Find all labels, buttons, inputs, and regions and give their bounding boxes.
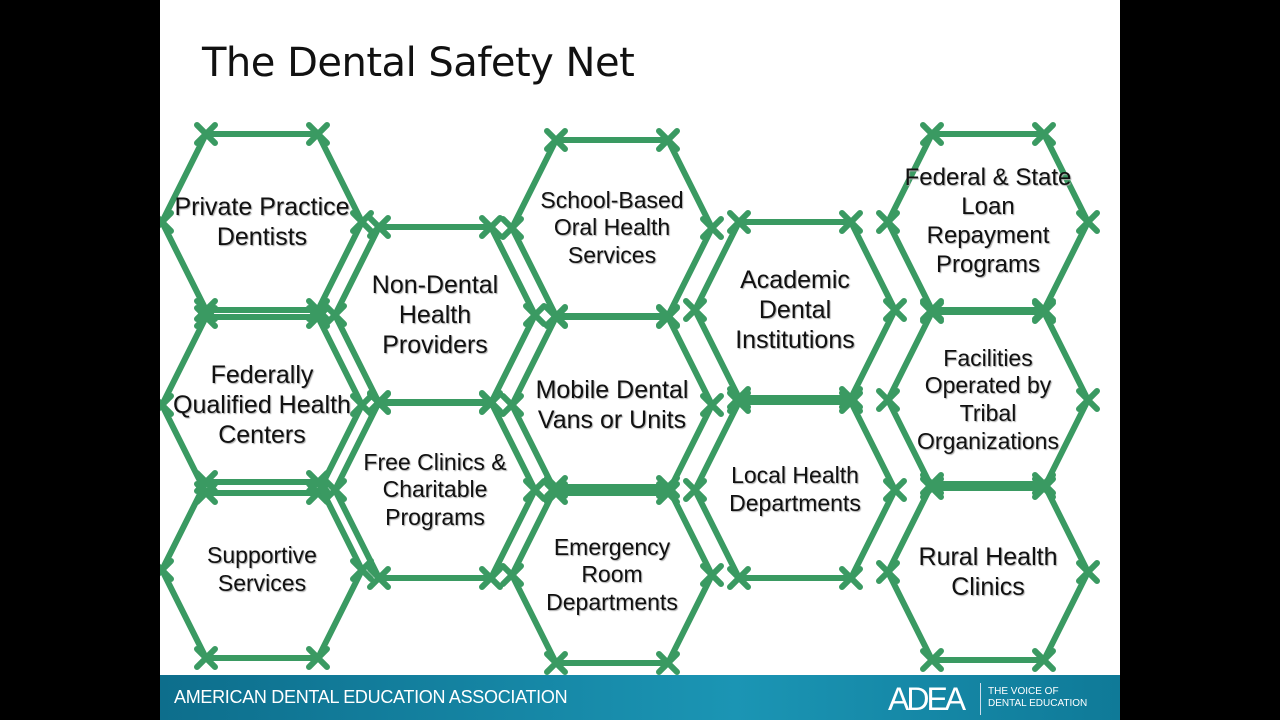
vertex-knot-icon — [544, 305, 568, 329]
vertex-knot-icon — [544, 475, 568, 499]
vertex-knot-icon — [479, 566, 503, 590]
vertex-knot-icon — [1076, 560, 1100, 584]
hexagon — [323, 390, 547, 590]
hexagon-label: Federally Qualified Health Centers — [173, 361, 351, 449]
hexagon-label: Private Practice Dentists — [174, 193, 350, 251]
vertex-knot-icon — [700, 563, 724, 587]
footer-banner: AMERICAN DENTAL EDUCATION ASSOCIATION AD… — [160, 675, 1120, 720]
vertex-knot-icon — [194, 470, 218, 494]
vertex-knot-icon — [656, 305, 680, 329]
vertex-knot-icon — [727, 210, 751, 234]
hexagon-label: Non-Dental Health Providers — [371, 271, 499, 359]
vertex-knot-icon — [500, 563, 524, 587]
vertex-knot-icon — [367, 390, 391, 414]
vertex-knot-icon — [350, 558, 374, 582]
vertex-knot-icon — [727, 566, 751, 590]
hexagon-label: Facilities Operated by Tribal Organizati… — [917, 344, 1059, 454]
vertex-knot-icon — [656, 128, 680, 152]
vertex-knot-icon — [1032, 300, 1056, 324]
hexagon-label: Free Clinics & Charitable Programs — [363, 448, 507, 530]
vertex-knot-icon — [883, 298, 907, 322]
hexagon-label: Academic Dental Institutions — [735, 266, 855, 354]
vertex-knot-icon — [500, 393, 524, 417]
adea-logo: ADEA — [888, 681, 966, 717]
vertex-knot-icon — [727, 390, 751, 414]
vertex-knot-icon — [500, 216, 524, 240]
vertex-knot-icon — [876, 210, 900, 234]
vertex-knot-icon — [839, 390, 863, 414]
vertex-knot-icon — [479, 215, 503, 239]
divider — [980, 683, 981, 715]
vertex-knot-icon — [160, 393, 174, 417]
vertex-knot-icon — [523, 303, 547, 327]
vertex-knot-icon — [883, 478, 907, 502]
vertex-knot-icon — [876, 388, 900, 412]
hexagon — [160, 470, 374, 670]
vertex-knot-icon — [323, 303, 347, 327]
vertex-knot-icon — [523, 478, 547, 502]
vertex-knot-icon — [194, 646, 218, 670]
vertex-knot-icon — [1032, 648, 1056, 672]
vertex-knot-icon — [1076, 210, 1100, 234]
vertex-knot-icon — [1032, 472, 1056, 496]
vertex-knot-icon — [544, 651, 568, 675]
vertex-knot-icon — [544, 128, 568, 152]
vertex-knot-icon — [920, 472, 944, 496]
vertex-knot-icon — [683, 478, 707, 502]
vertex-knot-icon — [876, 560, 900, 584]
hexagon-label: School-Based Oral Health Services — [540, 186, 684, 268]
vertex-knot-icon — [656, 475, 680, 499]
vertex-knot-icon — [367, 566, 391, 590]
vertex-knot-icon — [306, 470, 330, 494]
vertex-knot-icon — [839, 566, 863, 590]
vertex-knot-icon — [920, 648, 944, 672]
vertex-knot-icon — [700, 216, 724, 240]
vertex-knot-icon — [656, 651, 680, 675]
vertex-knot-icon — [1032, 122, 1056, 146]
vertex-knot-icon — [323, 478, 347, 502]
hexagon-label: Rural Health Clinics — [918, 543, 1058, 601]
vertex-knot-icon — [839, 210, 863, 234]
vertex-knot-icon — [306, 646, 330, 670]
organization-name: AMERICAN DENTAL EDUCATION ASSOCIATION — [174, 687, 568, 707]
hexagon — [683, 390, 907, 590]
vertex-knot-icon — [306, 122, 330, 146]
vertex-knot-icon — [160, 558, 174, 582]
hexagon-label: Local Health Departments — [729, 462, 861, 516]
vertex-knot-icon — [367, 215, 391, 239]
vertex-knot-icon — [683, 298, 707, 322]
hexagon — [500, 475, 724, 675]
hexagon-label: Emergency Room Departments — [546, 533, 678, 615]
tagline-line-2: DENTAL EDUCATION — [988, 698, 1088, 709]
tagline: THE VOICE OF DENTAL EDUCATION — [988, 686, 1087, 710]
vertex-knot-icon — [700, 393, 724, 417]
vertex-knot-icon — [920, 300, 944, 324]
slide-title: The Dental Safety Net — [202, 40, 635, 86]
vertex-knot-icon — [920, 122, 944, 146]
tagline-line-1: THE VOICE OF — [988, 686, 1059, 697]
hexagon-label: Federal & State Loan Repayment Programs — [904, 164, 1072, 278]
vertex-knot-icon — [194, 305, 218, 329]
vertex-knot-icon — [160, 210, 174, 234]
vertex-knot-icon — [1076, 388, 1100, 412]
vertex-knot-icon — [194, 122, 218, 146]
hexagon-label: Mobile Dental Vans or Units — [535, 376, 689, 434]
slide: The Dental Safety Net Private Practice D… — [160, 0, 1120, 720]
hexagon-diagram — [160, 122, 1100, 675]
hexagon-label: Supportive Services — [207, 542, 317, 596]
hexagon — [876, 472, 1100, 672]
vertex-knot-icon — [479, 390, 503, 414]
